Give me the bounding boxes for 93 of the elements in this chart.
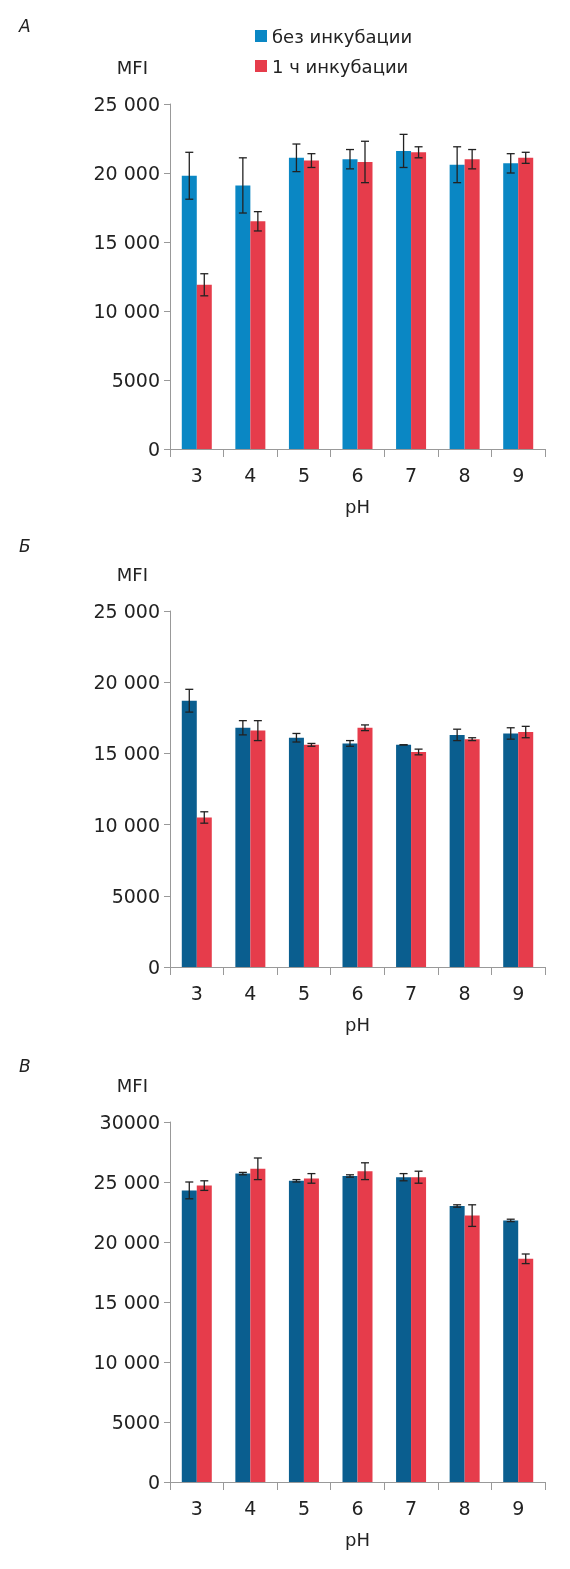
bar xyxy=(357,161,373,449)
y-axis-title: MFI xyxy=(116,56,148,78)
y-tick-label: 10 000 xyxy=(93,300,160,322)
bar xyxy=(503,163,519,449)
text: Б xyxy=(19,535,31,556)
bar xyxy=(342,743,358,967)
bar xyxy=(464,1215,480,1482)
x-tick-label: 3 xyxy=(190,981,203,1004)
bar xyxy=(250,221,266,449)
bar xyxy=(396,1177,412,1482)
bar xyxy=(235,185,251,449)
bar xyxy=(181,175,197,449)
bar xyxy=(449,734,465,967)
bar xyxy=(181,1190,197,1482)
bar xyxy=(464,159,480,449)
bar xyxy=(357,1171,373,1482)
bar xyxy=(518,732,534,967)
x-tick-label: 8 xyxy=(458,981,471,1004)
y-tick-label: 15 000 xyxy=(93,231,160,253)
bar xyxy=(518,157,534,449)
bar xyxy=(288,737,304,967)
bar xyxy=(196,1185,212,1482)
bar xyxy=(357,727,373,967)
bar xyxy=(303,744,319,967)
y-tick-label: 0 xyxy=(147,438,160,460)
y-tick-label: 5000 xyxy=(111,1411,160,1433)
x-tick-label: 6 xyxy=(351,463,364,486)
bar xyxy=(411,751,427,967)
x-axis-title: pH xyxy=(345,1013,370,1035)
bar xyxy=(196,284,212,449)
x-tick-label: 7 xyxy=(405,981,418,1004)
y-tick-label: 5000 xyxy=(111,884,160,907)
x-axis-title: pH xyxy=(345,495,370,517)
bar xyxy=(303,1178,319,1482)
bar xyxy=(250,730,266,967)
x-tick-label: 6 xyxy=(351,1496,364,1519)
y-tick-label: 20 000 xyxy=(93,1231,160,1253)
bar xyxy=(396,150,412,449)
x-tick-label: 4 xyxy=(244,1496,257,1519)
bar xyxy=(396,744,412,967)
bar xyxy=(449,1206,465,1482)
y-tick-label: 0 xyxy=(147,1471,160,1493)
x-tick-label: 3 xyxy=(190,1496,203,1519)
bar xyxy=(342,1176,358,1482)
bar xyxy=(288,1180,304,1482)
text: А xyxy=(18,15,31,36)
y-tick-label: 15 000 xyxy=(93,742,160,765)
bar xyxy=(464,739,480,967)
y-tick-label: 25 000 xyxy=(93,600,160,622)
y-tick-label: 25 000 xyxy=(93,1171,160,1193)
bar xyxy=(235,1173,251,1482)
y-tick-label: 0 xyxy=(147,956,160,978)
bar xyxy=(518,1258,534,1482)
x-tick-label: 9 xyxy=(512,463,525,486)
y-tick-label: 15 000 xyxy=(93,1291,160,1313)
text: В xyxy=(19,1055,31,1076)
bar xyxy=(342,159,358,449)
x-tick-label: 6 xyxy=(351,981,364,1004)
x-tick-label: 7 xyxy=(405,463,418,486)
x-axis-title: pH xyxy=(345,1528,370,1550)
bar xyxy=(288,157,304,449)
bar xyxy=(196,817,212,967)
x-tick-label: 8 xyxy=(458,463,471,486)
x-tick-label: 5 xyxy=(297,1496,310,1519)
bar xyxy=(411,152,427,449)
legend-label: 1 ч инкубации xyxy=(272,55,409,77)
y-axis-title: MFI xyxy=(116,563,148,585)
y-axis-title: MFI xyxy=(116,1074,148,1096)
y-tick-label: 5000 xyxy=(111,369,160,391)
y-tick-label: 20 000 xyxy=(93,671,160,694)
bar xyxy=(250,1168,266,1482)
x-tick-label: 8 xyxy=(458,1496,471,1519)
y-tick-label: 30000 xyxy=(99,1111,160,1133)
x-tick-label: 3 xyxy=(190,463,203,486)
y-tick-label: 10 000 xyxy=(93,813,160,836)
y-tick-label: 25 000 xyxy=(93,93,160,115)
x-tick-label: 9 xyxy=(512,981,525,1004)
bar xyxy=(503,1220,519,1482)
y-tick-label: 10 000 xyxy=(93,1351,160,1373)
x-tick-label: 5 xyxy=(297,981,310,1004)
bar xyxy=(303,160,319,449)
bar xyxy=(235,727,251,967)
legend-label: без инкубации xyxy=(272,25,413,47)
bar xyxy=(411,1177,427,1482)
bar xyxy=(449,164,465,449)
bar xyxy=(503,733,519,967)
x-tick-label: 4 xyxy=(244,463,257,486)
x-tick-label: 7 xyxy=(405,1496,418,1519)
x-tick-label: 9 xyxy=(512,1496,525,1519)
y-tick-label: 20 000 xyxy=(93,162,160,184)
x-tick-label: 5 xyxy=(297,463,310,486)
x-tick-label: 4 xyxy=(244,981,257,1004)
bar xyxy=(181,700,197,967)
